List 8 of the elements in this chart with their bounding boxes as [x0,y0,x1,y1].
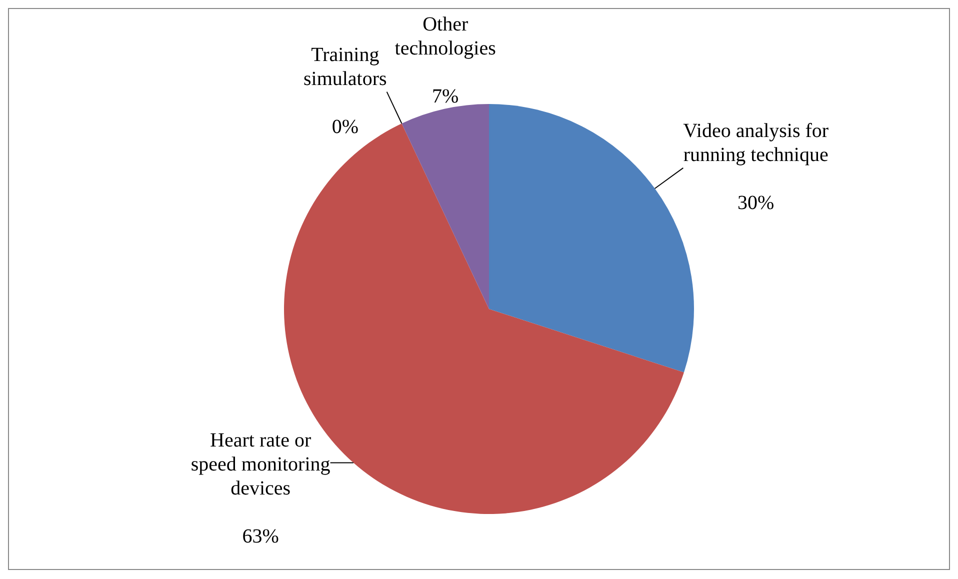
text: 0% [332,116,358,138]
data-label: 7% [432,85,459,108]
slice-label: Other technologies [394,13,496,60]
slice-label: Video analysis for running technique [683,120,829,166]
category-label: Training simulators [303,44,387,90]
data-label: 63% [242,525,279,548]
data-label: 30% [738,192,774,214]
slice-label: Heart rate or speed monitoring devices [190,429,330,500]
